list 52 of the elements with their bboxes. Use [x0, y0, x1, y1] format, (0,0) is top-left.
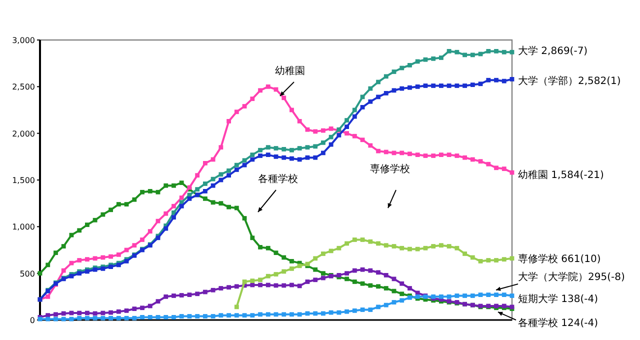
point [360, 238, 365, 242]
y-tick-label: 1,500 [12, 176, 35, 185]
point [336, 246, 342, 250]
text: 大学（大学院）295(-8) [518, 271, 625, 283]
point [321, 252, 326, 256]
point [313, 256, 318, 261]
text: 短期大学 138(-4) [518, 293, 598, 305]
text: 各種学校 124(-4) [518, 317, 598, 329]
point [344, 241, 349, 246]
y-tick-label: 500 [20, 269, 35, 278]
point [258, 278, 262, 282]
point [274, 272, 278, 276]
annotation: 幼稚園 [275, 65, 305, 77]
text: 幼稚園 1,584(-21) [518, 169, 604, 181]
point [408, 246, 412, 252]
y-tick-label: 2,500 [12, 82, 35, 92]
point [454, 246, 460, 250]
y-tick-label: 0 [30, 316, 35, 325]
point [415, 246, 420, 252]
point [266, 274, 270, 278]
point [297, 264, 302, 268]
annotation: 各種学校 [258, 173, 298, 185]
y-tick-label: 3,000 [12, 36, 35, 45]
point [352, 238, 357, 242]
point [502, 257, 506, 262]
point [250, 278, 255, 283]
point [290, 266, 294, 271]
point [439, 243, 444, 248]
text: 大学（学部）2,582(1) [518, 75, 621, 87]
y-tick-label: 1,000 [12, 222, 35, 232]
point [384, 243, 388, 248]
point [400, 246, 404, 250]
point [486, 258, 491, 262]
point [470, 255, 475, 260]
y-tick-label: 2,000 [12, 129, 35, 138]
point [282, 269, 286, 274]
point [446, 244, 452, 248]
point [368, 239, 373, 244]
point [234, 304, 239, 310]
point [376, 241, 380, 246]
annotation: 専修学校 [370, 163, 410, 175]
point [392, 244, 396, 248]
point [431, 244, 436, 248]
point [510, 256, 514, 261]
text: 専修学校 661(10) [518, 253, 601, 265]
point [494, 258, 498, 262]
point [462, 252, 467, 256]
point [423, 246, 428, 250]
point [478, 259, 483, 264]
point [242, 280, 247, 284]
point [328, 248, 334, 254]
text: 大学 2,869(-7) [518, 45, 588, 57]
